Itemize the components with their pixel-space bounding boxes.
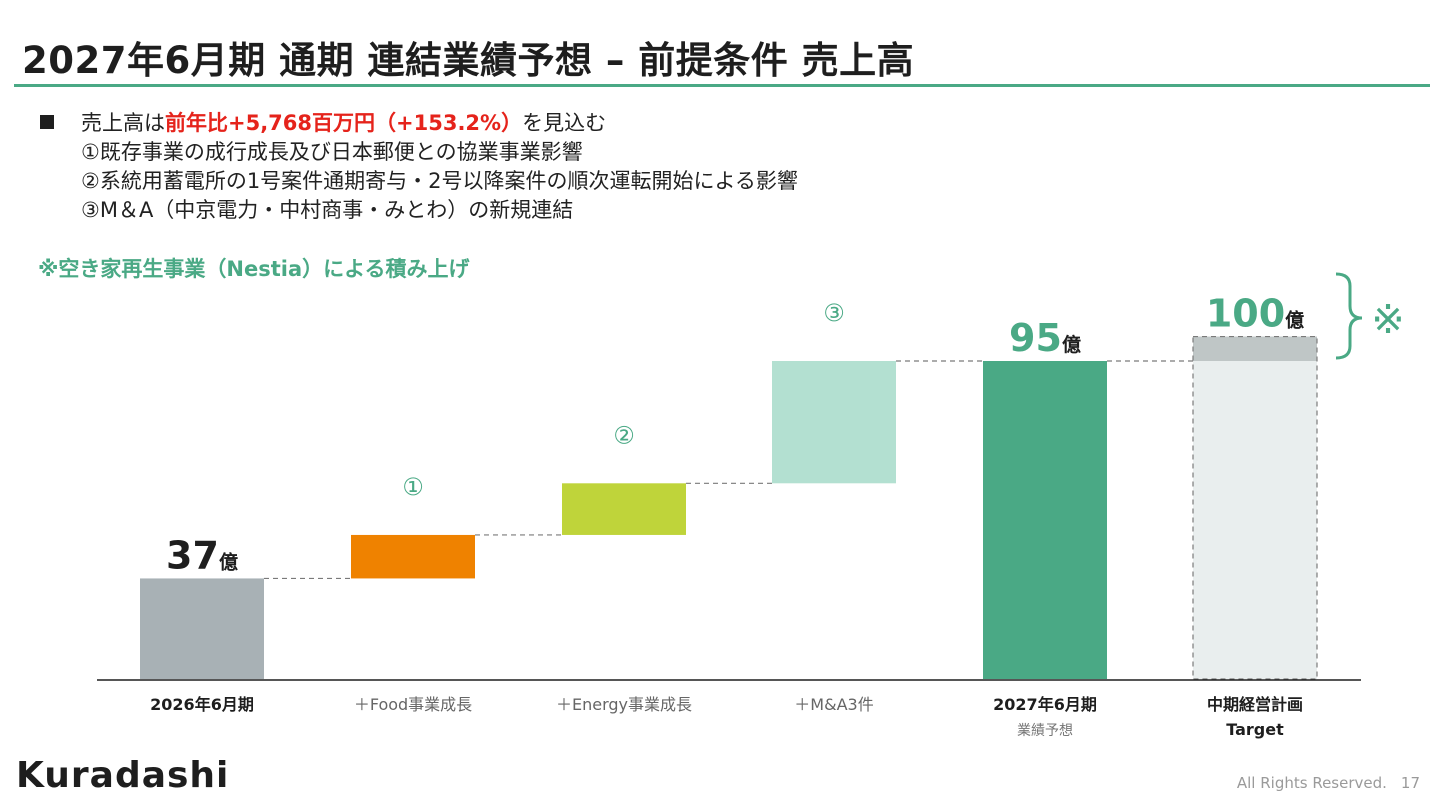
step-bar <box>562 483 686 535</box>
x-tick-sublabel: 業績予想 <box>1017 723 1073 739</box>
bullet-item-1: ①既存事業の成行成長及び日本郵便との協業事業影響 <box>81 140 583 164</box>
target-nestia-segment <box>1193 336 1317 361</box>
step-marker-label: ① <box>402 473 424 501</box>
copyright-text: All Rights Reserved. <box>1236 774 1387 792</box>
x-tick-label: 中期経営計画 <box>1207 695 1303 714</box>
kuradashi-logo: Kuradashi <box>16 755 230 796</box>
step-bar <box>351 534 475 579</box>
footer: All Rights Reserved. 17 <box>1237 774 1420 792</box>
value-label: 37億 <box>166 533 238 577</box>
page-title: 2027年6月期 通期 連結業績予想 – 前提条件 売上高 <box>22 39 915 82</box>
x-tick-label: ＋Energy事業成長 <box>556 695 692 714</box>
page-number: 17 <box>1400 774 1420 792</box>
bracket-note-label: ※ <box>1371 297 1405 343</box>
total-bar <box>140 578 264 679</box>
assumption-bullets: 売上高は前年比+5,768百万円（+153.2%）を見込む ①既存事業の成行成長… <box>40 109 798 225</box>
square-bullet-icon <box>40 115 54 129</box>
lead-suffix: を見込む <box>522 111 607 135</box>
step-marker-label: ③ <box>823 299 845 327</box>
step-marker-label: ② <box>613 421 635 449</box>
title-underline <box>14 84 1430 87</box>
x-tick-label: 2026年6月期 <box>150 695 254 714</box>
x-tick-label: 2027年6月期 <box>993 695 1097 714</box>
lead-prefix: 売上高は <box>81 111 165 135</box>
x-tick-label: ＋M&A3件 <box>794 695 873 714</box>
target-bar <box>1193 361 1317 679</box>
value-label: 95億 <box>1009 316 1081 360</box>
bullet-item-2: ②系統用蓄電所の1号案件通期寄与・2号以降案件の順次運転開始による影響 <box>81 169 798 193</box>
step-bar <box>772 361 896 484</box>
total-bar <box>983 361 1107 679</box>
nestia-note: ※空き家再生事業（Nestia）による積み上げ <box>38 257 470 281</box>
value-label: 100億 <box>1206 292 1304 336</box>
bullet-lead: 売上高は前年比+5,768百万円（+153.2%）を見込む <box>40 109 798 138</box>
x-tick-label: ＋Food事業成長 <box>354 695 472 714</box>
lead-highlight: 前年比+5,768百万円（+153.2%） <box>165 111 523 135</box>
x-tick-sublabel: Target <box>1226 720 1284 739</box>
curly-bracket-icon <box>1335 272 1363 360</box>
bullet-item-3: ③M＆A（中京電力・中村商事・みとわ）の新規連結 <box>81 198 574 222</box>
